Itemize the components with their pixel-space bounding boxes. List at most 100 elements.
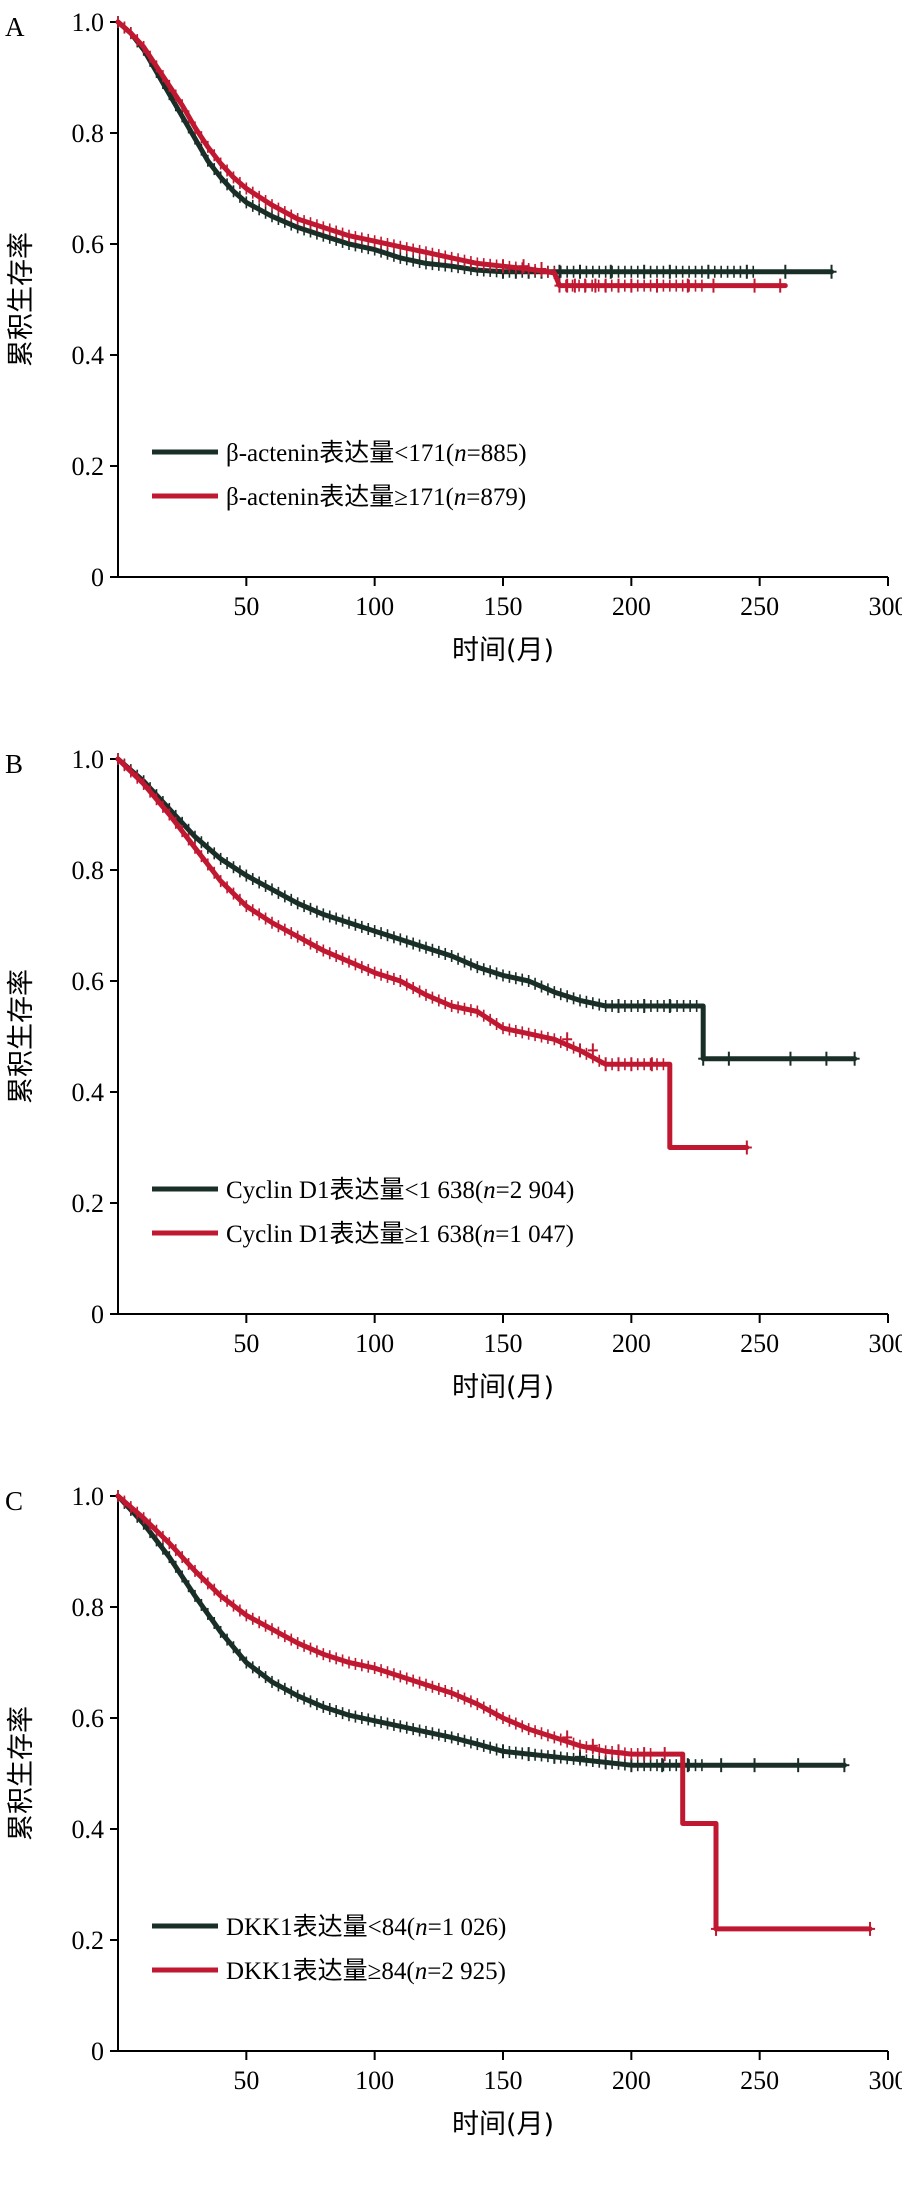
x-tick-label: 150 [484, 1329, 523, 1358]
censor-mark [600, 1755, 611, 1770]
censor-mark [657, 1758, 668, 1773]
y-axis-title: 累积生存率 [6, 232, 37, 367]
legend: β-actenin表达量<171(n=885) β-actenin表达量≥171(… [152, 439, 527, 511]
x-axis-title: 时间(月) [452, 2109, 554, 2140]
legend: Cyclin D1表达量<1 638(n=2 904) Cyclin D1表达量≥… [152, 1176, 574, 1248]
y-tick-label: 0.2 [72, 1926, 105, 1955]
censor-mark [562, 1032, 573, 1047]
legend-label: β-actenin表达量≥171(n=879) [226, 483, 526, 511]
panel-letter: A [5, 12, 25, 42]
censor-mark [549, 1749, 560, 1764]
censor-mark [562, 1730, 573, 1745]
chart-svg-b: B 0 0.2 0.4 0.6 0.8 1.0 50 100 150 200 250 300 时间(月) 累… [5, 745, 902, 1403]
censor-texture [117, 753, 665, 1071]
series-low [115, 1490, 850, 1773]
censor-mark [639, 264, 650, 279]
censor-mark [682, 278, 693, 293]
survival-chart-b: B 0 0.2 0.4 0.6 0.8 1.0 50 100 150 200 250 300 时间(月) 累… [0, 737, 902, 1474]
censor-mark [646, 1057, 657, 1072]
y-tick-label: 0.2 [72, 452, 105, 481]
censor-mark [785, 1051, 796, 1066]
x-tick-label: 250 [740, 1329, 779, 1358]
legend-label: Cyclin D1表达量<1 638(n=2 904) [226, 1176, 574, 1204]
survival-curve [115, 1493, 873, 1932]
censor-mark [664, 264, 675, 279]
censor-mark [639, 1747, 650, 1762]
y-tick-label: 0 [91, 2037, 104, 2066]
x-tick-label: 250 [740, 592, 779, 621]
legend-label: DKK1表达量≥84(n=2 925) [226, 1957, 506, 1985]
censor-mark [749, 1758, 760, 1773]
censor-mark [711, 1921, 722, 1936]
censor-mark [826, 264, 837, 279]
y-tick-label: 0.6 [72, 967, 105, 996]
series-high [115, 16, 788, 293]
censor-mark [716, 1758, 727, 1773]
survival-curve [115, 19, 788, 289]
censor-mark [698, 1051, 709, 1066]
x-tick-label: 50 [233, 592, 259, 621]
censor-mark [613, 1744, 624, 1759]
x-tick-label: 300 [869, 592, 902, 621]
x-tick-label: 200 [612, 1329, 651, 1358]
censor-mark [639, 998, 650, 1013]
censor-mark [569, 278, 580, 293]
y-tick-label: 0.8 [72, 119, 105, 148]
censor-mark [613, 998, 624, 1013]
legend-label: Cyclin D1表达量≥1 638(n=1 047) [226, 1220, 574, 1248]
x-tick-label: 200 [612, 2066, 651, 2095]
censor-mark [600, 1057, 611, 1072]
survival-curve [115, 1493, 847, 1768]
y-tick-label: 0.6 [72, 230, 105, 259]
x-tick-label: 100 [355, 1329, 394, 1358]
y-tick-label: 1.0 [72, 8, 105, 37]
y-tick-label: 0 [91, 1300, 104, 1329]
y-tick-label: 0.4 [72, 341, 105, 370]
censor-mark [498, 259, 508, 274]
censor-mark [626, 1057, 637, 1072]
censor-mark [626, 1758, 637, 1773]
y-tick-label: 1.0 [72, 745, 105, 774]
chart-svg-a: A 0 0.2 0.4 0.6 0.8 1.0 50 100 150 200 250 300 时间(月) 累… [5, 8, 902, 666]
censor-mark [605, 264, 616, 279]
censor-mark [741, 1140, 752, 1155]
censor-mark [600, 278, 611, 293]
panel-letter: B [5, 749, 23, 779]
censor-texture [117, 16, 755, 278]
y-tick-label: 0.8 [72, 856, 105, 885]
y-tick-label: 1.0 [72, 1482, 105, 1511]
censor-mark [536, 261, 547, 276]
x-axis-title: 时间(月) [452, 635, 554, 666]
censor-mark [708, 278, 719, 293]
x-tick-label: 50 [233, 1329, 259, 1358]
censor-mark [652, 278, 662, 293]
chart-svg-c: C 0 0.2 0.4 0.6 0.8 1.0 50 100 150 200 250 300 时间(月) 累… [5, 1482, 902, 2140]
censor-mark [723, 1051, 734, 1066]
series-high [115, 753, 752, 1155]
x-tick-label: 100 [355, 592, 394, 621]
x-tick-label: 50 [233, 2066, 259, 2095]
censor-texture [117, 753, 698, 1012]
survival-chart-a: A 0 0.2 0.4 0.6 0.8 1.0 50 100 150 200 250 300 时间(月) 累… [0, 0, 902, 737]
censor-mark [613, 1057, 624, 1072]
censor-mark [587, 1738, 598, 1753]
censor-mark [587, 1043, 598, 1058]
censor-mark [849, 1051, 860, 1066]
censor-mark [590, 278, 601, 293]
censor-mark [518, 259, 529, 274]
legend-label: DKK1表达量<84(n=1 026) [226, 1913, 506, 1941]
censor-mark [575, 1043, 585, 1058]
censor-mark [780, 264, 791, 279]
censor-mark [575, 264, 585, 279]
survival-chart-c: C 0 0.2 0.4 0.6 0.8 1.0 50 100 150 200 250 300 时间(月) 累… [0, 1474, 902, 2211]
x-tick-label: 150 [484, 2066, 523, 2095]
censor-mark [793, 1758, 804, 1773]
y-tick-label: 0.4 [72, 1078, 105, 1107]
x-tick-label: 100 [355, 2066, 394, 2095]
censor-texture [117, 1490, 652, 1761]
censor-mark [580, 278, 591, 293]
censor-mark [703, 264, 714, 279]
legend: DKK1表达量<84(n=1 026) DKK1表达量≥84(n=2 925) [152, 1913, 506, 1985]
censor-mark [839, 1758, 850, 1773]
censor-mark [775, 278, 786, 293]
